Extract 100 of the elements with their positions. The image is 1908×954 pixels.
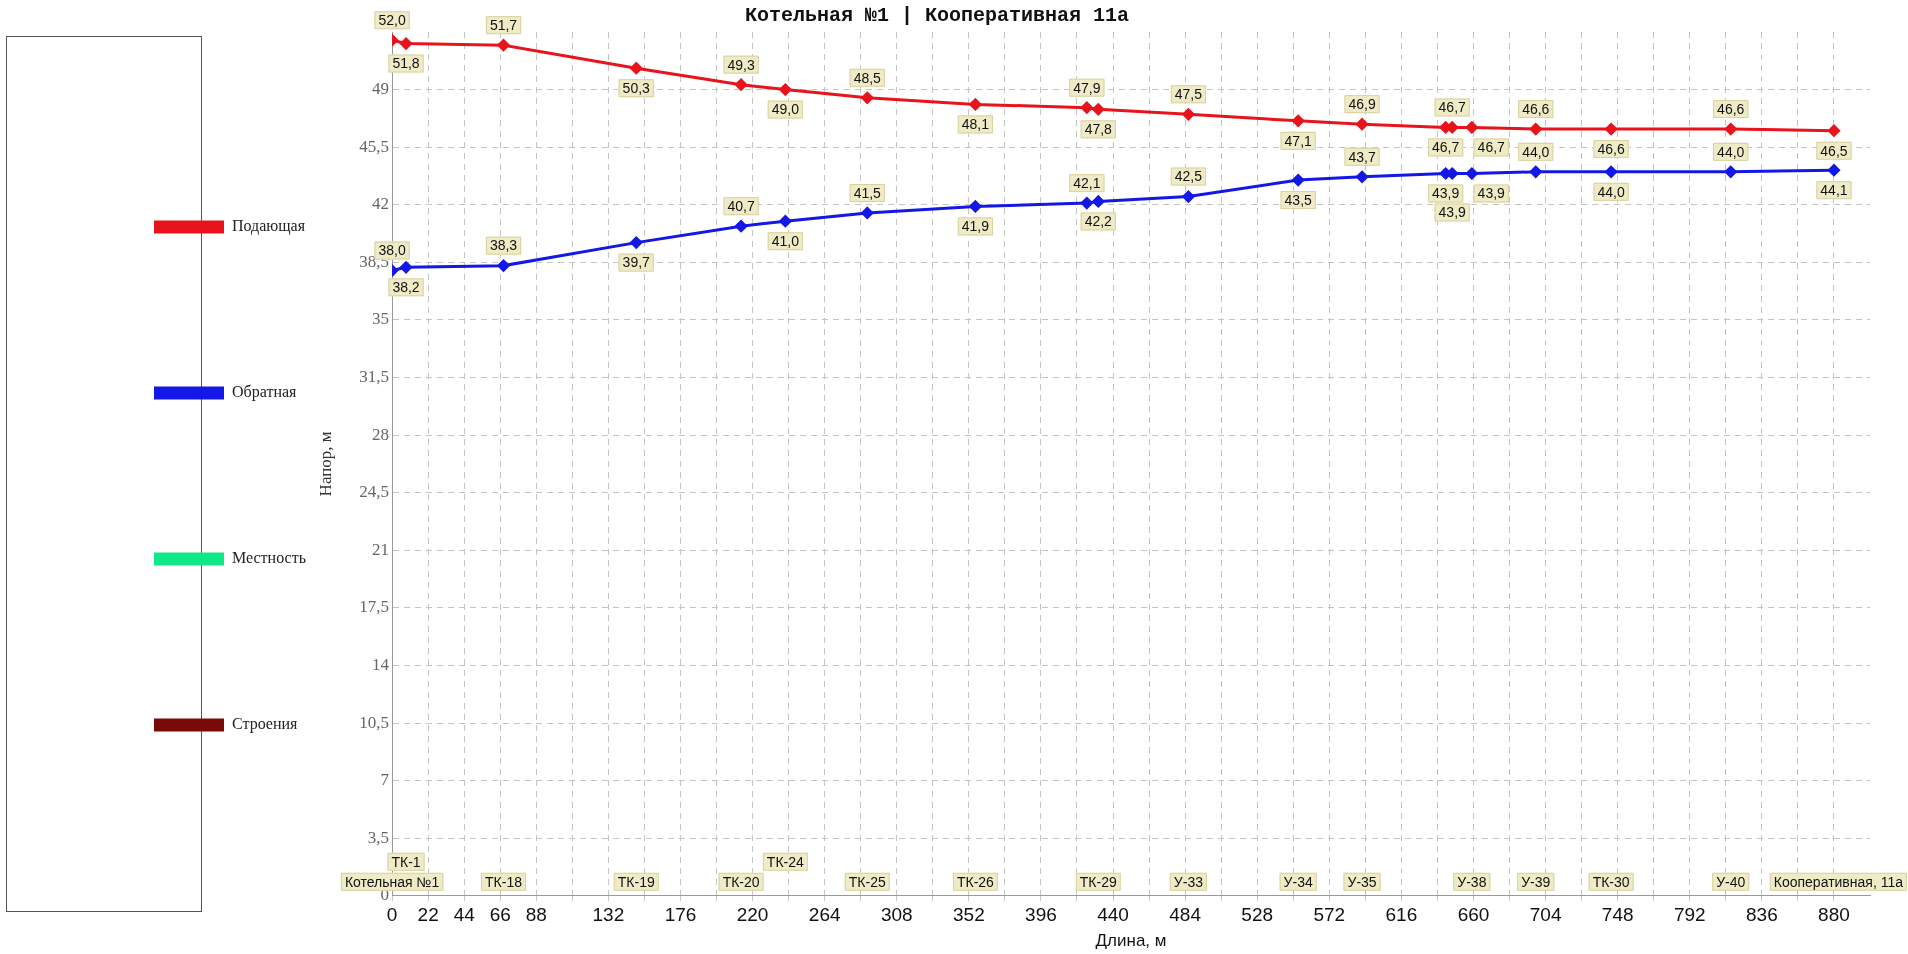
point (400, 37, 413, 50)
x-tick-label: 528 (1241, 904, 1274, 926)
annotation: ТК-26 (956, 873, 995, 890)
x-tick-label: 132 (592, 904, 625, 926)
data-label: 47,9 (1073, 79, 1101, 96)
data-label: 46,9 (1348, 96, 1376, 112)
x-tick-label: 660 (1457, 904, 1490, 926)
data-label: 43,9 (1432, 185, 1460, 202)
data-label: 46,6 (1522, 100, 1550, 117)
x-tick-label: 836 (1746, 904, 1778, 926)
annotation: У-38 (1457, 873, 1487, 890)
x-tick-label: 308 (880, 904, 913, 926)
data-label: 48,1 (961, 116, 990, 133)
y-tick-label: 10,5 (359, 712, 390, 732)
data-label: 42,5 (1174, 168, 1203, 185)
point (1465, 121, 1478, 134)
data-label: 41,0 (771, 233, 800, 250)
point (1529, 123, 1542, 136)
x-tick-label: 484 (1169, 904, 1202, 926)
point (1182, 108, 1195, 121)
data-label: 44,0 (1717, 143, 1745, 160)
data-label: 42,2 (1084, 213, 1113, 230)
annotation: У-40 (1716, 873, 1746, 890)
point (630, 62, 643, 75)
point (735, 78, 748, 91)
x-tick-label: 748 (1601, 904, 1634, 926)
data-label: 47,8 (1084, 121, 1113, 138)
point (779, 83, 792, 96)
point (497, 39, 510, 52)
data-label: 46,7 (1438, 99, 1467, 116)
data-label: 52,0 (378, 12, 406, 29)
point (1605, 123, 1618, 136)
data-label: 46,7 (1477, 139, 1506, 156)
point (861, 91, 874, 104)
data-label: 50,3 (622, 80, 651, 97)
annotation: ТК-24 (766, 853, 805, 870)
point (969, 200, 982, 213)
point (1092, 103, 1105, 116)
y-tick-label: 24,5 (359, 482, 390, 502)
annotation: Котельная №1 (344, 873, 440, 890)
y-tick-label: 49 (372, 79, 390, 99)
data-label: 51,8 (392, 55, 420, 72)
annotation: ТК-19 (617, 873, 655, 890)
annotation: У-39 (1521, 873, 1551, 890)
y-axis-title: Напор, м (315, 431, 335, 497)
point (1356, 118, 1369, 131)
point (630, 236, 643, 249)
x-tick-label: 176 (664, 904, 697, 926)
x-tick-label: 792 (1673, 904, 1706, 926)
point (1529, 165, 1542, 178)
point (1724, 123, 1737, 136)
y-tick-label: 31,5 (359, 366, 390, 386)
data-label: 41,9 (961, 218, 990, 235)
x-tick-label: 66 (489, 904, 511, 926)
data-label: 46,6 (1717, 100, 1745, 117)
point (1827, 164, 1840, 177)
data-label: 44,0 (1522, 143, 1550, 160)
legend-label: Местность (232, 549, 306, 567)
point (1292, 174, 1305, 187)
data-label: 46,6 (1597, 140, 1625, 157)
y-tick-label: 21 (372, 539, 390, 559)
point (497, 259, 510, 272)
data-label: 48,5 (853, 69, 882, 86)
x-tick-label: 704 (1529, 904, 1562, 926)
data-label: 43,5 (1284, 191, 1313, 208)
x-tick-label: 440 (1097, 904, 1129, 926)
y-tick-label: 28 (372, 424, 390, 444)
x-tick-label: 396 (1025, 904, 1057, 926)
x-tick-label: 220 (736, 904, 769, 926)
x-axis-title: Длина, м (1095, 931, 1167, 951)
legend-label: Обратная (232, 383, 298, 402)
annotation: ТК-29 (1079, 873, 1117, 890)
annotation: ТК-30 (1592, 873, 1630, 890)
y-tick-label: 14 (372, 654, 390, 674)
data-label: 38,0 (378, 242, 406, 259)
y-tick-label: 3,5 (367, 827, 390, 847)
point (1827, 124, 1840, 137)
legend-label: Подающая (232, 217, 306, 236)
x-tick-label: 88 (525, 904, 547, 926)
data-label: 49,3 (727, 56, 755, 73)
data-label: 51,7 (489, 17, 518, 34)
data-label: 39,7 (622, 254, 651, 271)
annotation: Кооперативная, 11а (1773, 873, 1904, 890)
data-label: 46,7 (1432, 139, 1460, 156)
x-tick-label: 22 (417, 904, 439, 926)
annotation: ТК-25 (848, 873, 886, 890)
y-tick-label: 35 (372, 309, 390, 329)
point (969, 98, 982, 111)
data-label: 43,9 (1477, 185, 1506, 202)
data-label: 40,7 (727, 198, 755, 215)
annotation: ТК-20 (722, 873, 760, 890)
x-tick-label: 616 (1385, 904, 1418, 926)
annotation: У-34 (1283, 873, 1313, 890)
y-tick-label: 45,5 (359, 136, 390, 156)
x-tick-label: 352 (953, 904, 985, 926)
data-label: 47,1 (1284, 132, 1313, 149)
point (1292, 114, 1305, 127)
data-label: 44,0 (1597, 183, 1625, 200)
data-label: 42,1 (1073, 174, 1101, 191)
data-label: 49,0 (771, 101, 800, 118)
